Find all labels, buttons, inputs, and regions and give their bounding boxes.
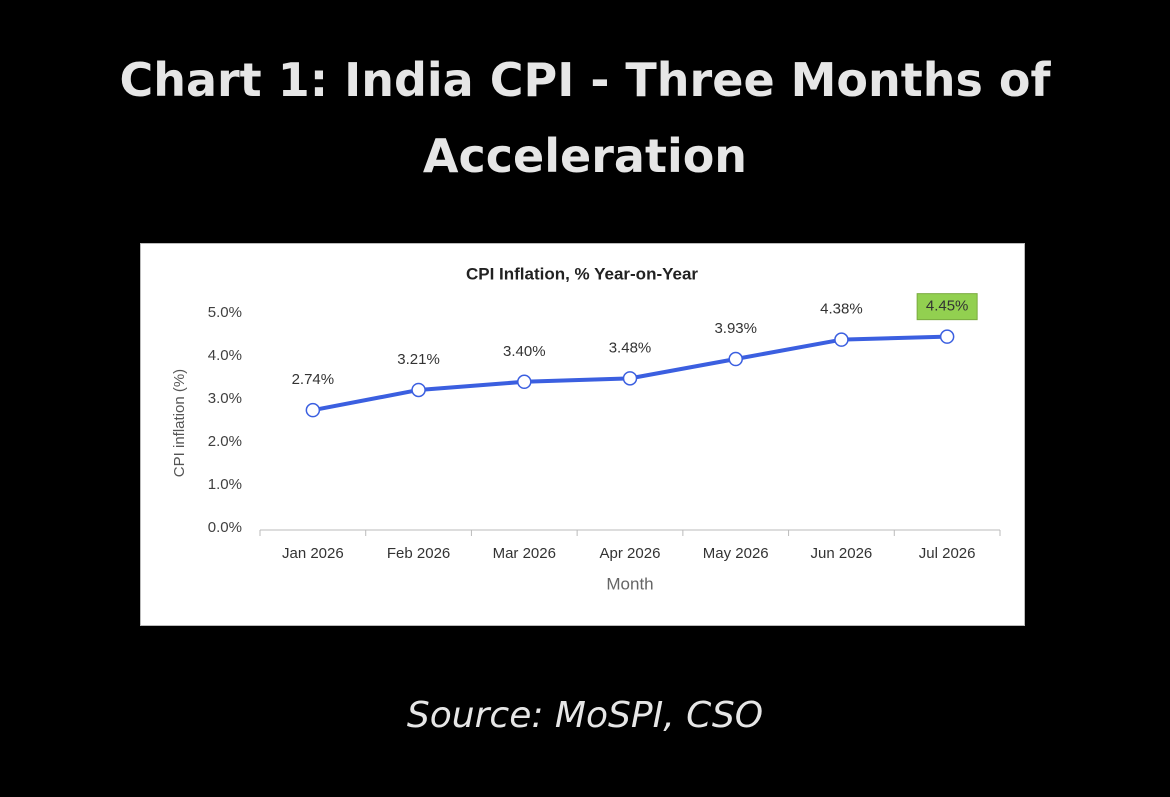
point [834,332,849,347]
x-tick-label: Apr 2026 [600,545,661,562]
x-axis-label: Month [606,574,653,593]
source: Source: MoSPI, CSO [406,695,764,736]
y-tick-label: 2.0% [208,433,242,450]
y-tick-label: 0.0% [208,519,242,536]
highlight [916,293,978,321]
point [305,402,321,418]
heading: Chart 1: India CPI - Three Months of Acc… [119,53,1051,183]
data-label: 4.45% [926,298,969,315]
data-label: 2.74% [292,371,335,388]
chart: CPI Inflation, % Year-on-Year Month CPI … [140,243,1025,626]
data-label: 3.48% [609,339,652,356]
point [728,351,743,367]
point [517,374,532,390]
point [411,382,426,398]
data-label: 4.38% [820,301,863,318]
chart-border [140,243,1025,626]
chart-title: CPI Inflation, % Year-on-Year [466,264,698,283]
y-tick-label: 4.0% [208,347,242,364]
x-tick-label: May 2026 [703,545,769,562]
x-tick-label: Mar 2026 [493,545,556,562]
point [622,371,638,386]
y-tick-label: 5.0% [208,304,242,321]
data-label: 3.21% [397,351,440,368]
x-tick-label: Jun 2026 [811,545,873,562]
y-tick-label: 1.0% [208,476,242,493]
point [939,329,955,344]
y-tick-label: 3.0% [208,390,242,407]
data-label: 3.93% [714,320,757,337]
data-label: 3.40% [503,343,546,360]
y-axis-label: CPI inflation (%) [171,369,188,477]
x-tick-label: Jan 2026 [282,545,344,562]
x-tick-label: Feb 2026 [387,545,450,562]
x-tick-label: Jul 2026 [919,545,976,562]
